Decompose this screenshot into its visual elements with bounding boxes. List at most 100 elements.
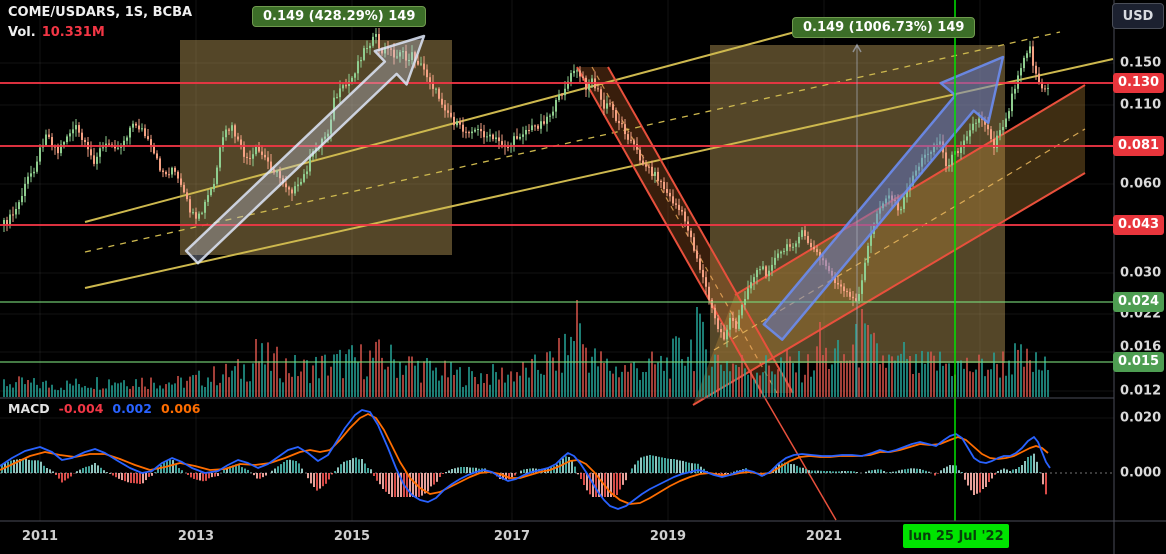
- macd-histogram-bar: [58, 473, 60, 479]
- volume-bar: [264, 364, 266, 397]
- candle-body: [162, 170, 164, 172]
- volume-bar: [786, 349, 788, 397]
- macd-histogram-bar: [826, 471, 828, 473]
- macd-histogram-bar: [370, 469, 372, 473]
- price-line-badge-0.024[interactable]: 0.024: [1113, 292, 1164, 312]
- candle-body: [576, 70, 578, 72]
- macd-histogram-bar: [85, 466, 87, 473]
- macd-histogram-bar: [238, 464, 240, 473]
- candle-body: [483, 131, 485, 138]
- candle-body: [1047, 87, 1049, 89]
- candle-body: [81, 132, 83, 140]
- down-channel-left-line[interactable]: [576, 66, 763, 394]
- macd-legend[interactable]: MACD -0.004 0.002 0.006: [8, 401, 210, 416]
- volume-bar: [843, 354, 845, 397]
- date-marker-badge[interactable]: lun 25 Jul '22: [903, 524, 1009, 548]
- macd-histogram-bar: [565, 456, 567, 473]
- candle-body: [435, 88, 437, 90]
- volume-bar: [921, 350, 923, 397]
- macd-histogram-bar: [124, 473, 126, 482]
- volume-bar: [972, 372, 974, 397]
- volume-bar: [588, 372, 590, 397]
- volume-bar: [225, 363, 227, 397]
- price-line-badge-0.015[interactable]: 0.015: [1113, 352, 1164, 372]
- up-channel-fill[interactable]: [693, 85, 1085, 405]
- candle-body: [669, 192, 671, 197]
- up-channel-mid-line[interactable]: [713, 128, 1086, 351]
- trend-gain-badge-left[interactable]: 0.149 (428.29%) 149: [252, 6, 427, 27]
- volume-bar: [918, 372, 920, 397]
- candle-body: [837, 283, 839, 285]
- candle-body: [192, 212, 194, 214]
- volume-bar: [528, 377, 530, 397]
- yellow-channel-lower-line[interactable]: [84, 58, 1114, 289]
- candle-body: [654, 171, 656, 176]
- candle-body: [648, 166, 650, 168]
- candle-body: [747, 288, 749, 300]
- macd-histogram-bar: [886, 472, 888, 473]
- candle-body: [618, 120, 620, 124]
- macd-histogram-bar: [460, 467, 462, 473]
- candle-body: [492, 134, 494, 140]
- volume-bar: [378, 339, 380, 397]
- macd-histogram-bar: [814, 470, 816, 473]
- volume-bar: [465, 385, 467, 397]
- candle-body: [165, 171, 167, 175]
- candle-body: [375, 34, 377, 37]
- currency-toggle-button[interactable]: USD: [1112, 3, 1164, 29]
- volume-bar: [771, 371, 773, 397]
- macd-histogram-bar: [928, 471, 930, 473]
- volume-bar: [66, 380, 68, 397]
- volume-bar: [351, 345, 353, 397]
- candle-body: [780, 251, 782, 254]
- candle-body: [813, 247, 815, 250]
- macd-histogram-bar: [1015, 469, 1017, 473]
- volume-bar: [837, 339, 839, 397]
- candle-body: [465, 131, 467, 133]
- candle-body: [30, 173, 32, 177]
- volume-bar: [246, 381, 248, 397]
- candle-body: [78, 125, 80, 133]
- macd-histogram-bar: [94, 463, 96, 473]
- price-line-badge-0.081[interactable]: 0.081: [1113, 136, 1164, 156]
- macd-histogram-bar: [49, 469, 51, 473]
- volume-bar: [618, 377, 620, 397]
- trend-arrow-right[interactable]: [762, 55, 1005, 341]
- candle-body: [429, 77, 431, 83]
- candle-body: [615, 109, 617, 121]
- volume-bar: [813, 370, 815, 397]
- volume-bar: [93, 388, 95, 397]
- candle-body: [525, 129, 527, 135]
- candle-body: [810, 242, 812, 248]
- up-channel-lower-line[interactable]: [692, 172, 1086, 406]
- candle-body: [33, 171, 35, 174]
- volume-bar: [963, 368, 965, 397]
- volume-bar: [564, 333, 566, 397]
- down-channel-right-line[interactable]: [607, 66, 794, 394]
- macd-histogram-bar: [961, 472, 963, 473]
- volume-bar: [189, 376, 191, 397]
- macd-histogram-bar: [607, 473, 609, 497]
- macd-histogram-bar: [823, 471, 825, 473]
- symbol-title[interactable]: COME/USDARS, 1S, BCBA: [8, 5, 193, 20]
- macd-histogram-bar: [655, 456, 657, 473]
- candle-body: [291, 189, 293, 194]
- volume-bar: [249, 381, 251, 397]
- volume-bar: [981, 358, 983, 397]
- trend-arrow-left[interactable]: [184, 34, 426, 265]
- candle-body: [642, 160, 644, 165]
- macd-label[interactable]: MACD: [8, 401, 50, 416]
- price-line-badge-0.130[interactable]: 0.130: [1113, 73, 1164, 93]
- yellow-channel-upper-line[interactable]: [84, 27, 811, 223]
- down-channel-mid-line[interactable]: [591, 66, 778, 394]
- volume-bar: [861, 309, 863, 397]
- trend-gain-badge-right[interactable]: 0.149 (1006.73%) 149: [792, 17, 976, 38]
- macd-histogram-bar: [7, 461, 9, 473]
- macd-histogram-bar: [286, 460, 288, 473]
- volume-bar: [18, 376, 20, 397]
- volume-bar: [387, 366, 389, 397]
- price-line-badge-0.043[interactable]: 0.043: [1113, 215, 1164, 235]
- yellow-channel-mid-line[interactable]: [84, 31, 1061, 253]
- volume-bar: [948, 363, 950, 397]
